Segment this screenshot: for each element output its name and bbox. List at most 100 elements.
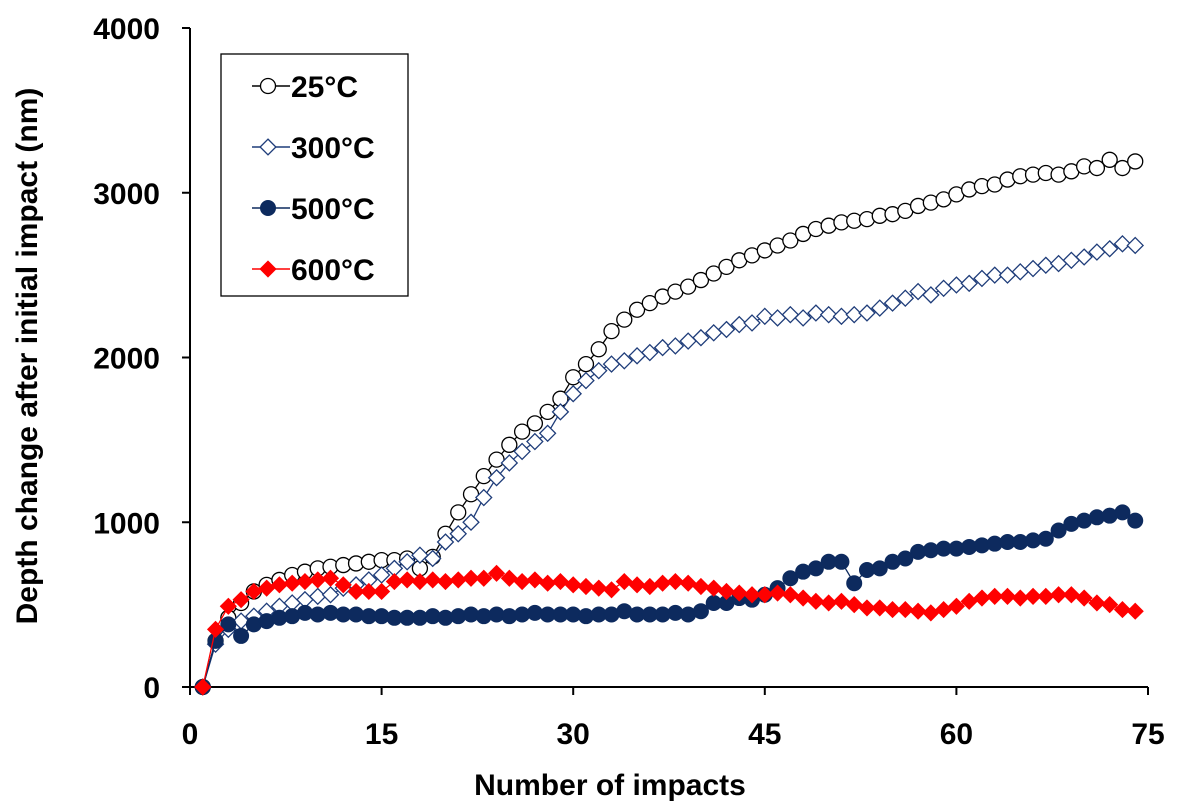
data-point <box>680 278 697 295</box>
data-point <box>551 403 570 421</box>
data-point <box>896 289 915 307</box>
data-point <box>768 584 787 602</box>
data-point <box>781 305 800 324</box>
data-point <box>398 552 416 571</box>
data-point <box>998 266 1017 284</box>
x-axis-label: Number of impacts <box>474 769 746 802</box>
data-point <box>1100 239 1119 258</box>
legend-label: 25°C <box>291 71 358 104</box>
series-layer <box>193 151 1145 696</box>
data-point <box>730 584 748 602</box>
y-tick-label: 1000 <box>93 507 160 540</box>
data-point <box>705 579 723 597</box>
data-point <box>641 577 659 596</box>
legend: 25°C 300°C 500°C 600°C <box>220 53 409 297</box>
data-point <box>450 504 467 521</box>
data-point <box>1011 263 1030 281</box>
data-point <box>692 271 710 289</box>
data-point <box>423 549 442 568</box>
data-point <box>985 266 1004 284</box>
data-point <box>870 299 889 317</box>
data-point <box>1075 248 1093 266</box>
y-axis-label: Depth change after initial impact (nm) <box>11 88 44 625</box>
data-point <box>1126 602 1144 620</box>
y-tick-label: 2000 <box>93 343 160 376</box>
data-point <box>526 432 544 451</box>
legend-marker <box>259 77 277 95</box>
data-point <box>845 596 863 614</box>
data-point <box>474 488 493 507</box>
data-point <box>654 574 672 592</box>
data-point <box>321 585 340 604</box>
data-point <box>565 369 582 386</box>
data-point <box>717 582 736 601</box>
x-tick-label: 60 <box>940 718 973 751</box>
data-point <box>628 576 646 594</box>
data-point <box>539 574 557 592</box>
data-point <box>1114 159 1131 177</box>
data-point <box>820 594 838 612</box>
data-point <box>1049 254 1068 273</box>
data-point <box>794 309 812 327</box>
legend-item: 500°C <box>252 193 375 226</box>
data-point <box>487 468 506 487</box>
data-point <box>756 307 774 326</box>
data-point <box>1114 504 1131 521</box>
data-point <box>577 371 595 390</box>
data-point <box>233 627 250 644</box>
data-point <box>666 572 684 591</box>
data-point <box>858 599 876 617</box>
legend-marker <box>259 260 277 278</box>
series-3 <box>194 504 1144 695</box>
data-point <box>475 467 492 485</box>
data-point <box>666 337 685 355</box>
data-point <box>360 582 378 601</box>
data-point <box>1088 159 1106 177</box>
data-point <box>1062 586 1080 604</box>
data-point <box>781 586 799 604</box>
legend-label: 600°C <box>291 254 375 287</box>
data-point <box>615 352 634 370</box>
data-point <box>845 305 864 324</box>
data-point <box>1088 594 1106 612</box>
legend-item: 600°C <box>252 254 375 287</box>
data-point <box>373 582 391 601</box>
data-point <box>832 307 851 326</box>
data-point <box>500 569 518 587</box>
x-tick-label: 15 <box>365 718 398 751</box>
data-point <box>641 294 658 312</box>
data-point <box>424 571 442 589</box>
data-point <box>194 678 212 696</box>
data-point <box>603 322 620 340</box>
data-point <box>846 575 863 592</box>
data-point <box>1037 256 1055 275</box>
data-point <box>220 616 237 633</box>
data-point <box>909 282 927 301</box>
legend-box <box>220 53 409 297</box>
data-point <box>219 597 237 615</box>
data-point <box>398 571 416 589</box>
legend-label: 300°C <box>291 132 375 165</box>
data-point <box>947 597 965 615</box>
legend-item: 25°C <box>252 71 358 104</box>
data-point <box>602 581 621 599</box>
x-tick-label: 0 <box>182 718 199 751</box>
data-point <box>462 513 480 532</box>
data-point <box>538 424 557 443</box>
data-point <box>922 286 940 304</box>
data-point <box>526 415 544 432</box>
data-point <box>1101 596 1119 614</box>
data-point <box>833 553 850 570</box>
data-point <box>743 314 761 332</box>
data-point <box>590 341 607 358</box>
data-point <box>206 620 225 638</box>
data-point <box>1101 151 1118 168</box>
data-point <box>705 265 722 282</box>
data-point <box>871 560 888 577</box>
data-point <box>462 486 480 503</box>
data-point <box>922 604 940 622</box>
data-point <box>616 311 633 328</box>
data-point <box>589 361 608 380</box>
data-point <box>321 569 340 587</box>
